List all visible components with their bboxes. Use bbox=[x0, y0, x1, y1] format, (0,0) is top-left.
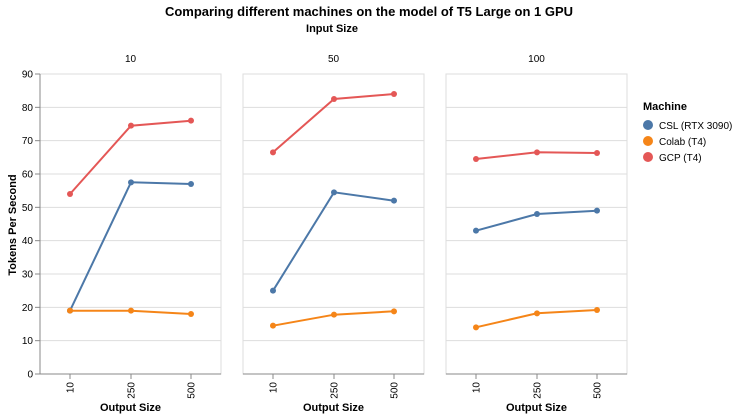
panel-frame bbox=[445, 73, 628, 375]
data-point bbox=[391, 308, 397, 315]
legend-label: CSL (RTX 3090) bbox=[659, 121, 732, 132]
y-tick-label: 30 bbox=[22, 270, 34, 281]
data-point bbox=[128, 122, 134, 129]
data-point bbox=[270, 322, 276, 329]
x-tick-label: 250 bbox=[533, 382, 544, 399]
y-tick-label: 70 bbox=[22, 136, 34, 147]
y-tick-label: 50 bbox=[22, 203, 34, 214]
data-point bbox=[534, 149, 540, 156]
x-tick-label: 500 bbox=[593, 382, 604, 399]
data-point bbox=[128, 307, 134, 314]
x-tick-label: 10 bbox=[472, 382, 483, 394]
legend-label: Colab (T4) bbox=[659, 137, 706, 148]
panel-frame bbox=[39, 73, 222, 375]
x-axis-title: Output Size bbox=[506, 402, 567, 414]
data-point bbox=[188, 117, 194, 124]
data-point bbox=[270, 149, 276, 156]
data-point bbox=[594, 150, 600, 156]
legend-swatch bbox=[643, 120, 653, 130]
x-tick-label: 250 bbox=[127, 382, 138, 399]
y-tick-label: 40 bbox=[22, 236, 34, 247]
data-point bbox=[188, 181, 194, 187]
facet-label: 100 bbox=[528, 54, 545, 65]
data-point bbox=[128, 179, 134, 186]
x-tick-label: 500 bbox=[187, 382, 198, 399]
data-point bbox=[391, 91, 397, 97]
data-point bbox=[331, 311, 337, 318]
y-axis-title: Tokens Per Second bbox=[7, 174, 19, 275]
y-tick-label: 60 bbox=[22, 170, 34, 181]
y-tick-label: 90 bbox=[22, 70, 34, 81]
data-point bbox=[534, 211, 540, 217]
x-axis-title: Output Size bbox=[100, 402, 161, 414]
facet-panel: 10 0 10 20 30 40 50 60 70 80 90 10 250 500 Output Size bbox=[22, 54, 222, 414]
facet-panel: 100 10 250 500 Output Size bbox=[445, 54, 628, 414]
facet-label: 50 bbox=[328, 54, 340, 65]
series-line bbox=[272, 93, 395, 154]
data-point bbox=[473, 156, 479, 162]
x-tick-label: 250 bbox=[330, 382, 341, 399]
data-point bbox=[473, 324, 479, 331]
data-point bbox=[594, 307, 600, 313]
legend-swatch bbox=[643, 152, 653, 162]
data-point bbox=[188, 311, 194, 317]
x-axis-title: Output Size bbox=[303, 402, 364, 414]
data-point bbox=[534, 310, 540, 317]
x-tick-label: 10 bbox=[66, 382, 77, 394]
data-point bbox=[473, 227, 479, 234]
legend-swatch bbox=[643, 136, 653, 146]
data-point bbox=[331, 189, 337, 196]
y-tick-label: 80 bbox=[22, 103, 34, 114]
legend-title: Machine bbox=[643, 101, 687, 113]
facet-title: Input Size bbox=[306, 23, 358, 35]
panel-frame bbox=[242, 73, 425, 375]
y-tick-label: 0 bbox=[27, 370, 33, 381]
data-point bbox=[270, 287, 276, 294]
facet-panel: 50 10 250 500 Output Size bbox=[242, 54, 425, 414]
legend: Machine CSL (RTX 3090) Colab (T4) GCP (T4) bbox=[643, 101, 732, 164]
chart-title: Comparing different machines on the mode… bbox=[165, 4, 573, 19]
x-tick-label: 500 bbox=[390, 382, 401, 399]
data-point bbox=[67, 191, 73, 197]
data-point bbox=[594, 207, 600, 214]
y-tick-label: 10 bbox=[22, 336, 34, 347]
legend-label: GCP (T4) bbox=[659, 153, 702, 164]
y-tick-label: 20 bbox=[22, 303, 34, 314]
series-line bbox=[69, 181, 192, 312]
x-tick-label: 10 bbox=[269, 382, 280, 394]
data-point bbox=[67, 307, 73, 314]
data-point bbox=[331, 96, 337, 102]
data-point bbox=[391, 197, 397, 204]
facet-label: 10 bbox=[125, 54, 137, 65]
